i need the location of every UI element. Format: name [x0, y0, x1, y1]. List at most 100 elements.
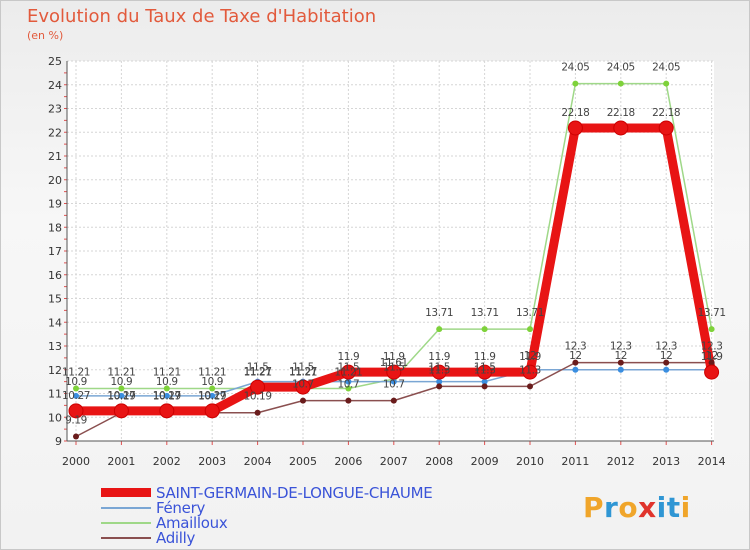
data-label: 24.05 [561, 62, 589, 74]
data-point [250, 379, 266, 395]
y-tick-label: 15 [48, 293, 62, 306]
data-label: 11.5 [292, 362, 314, 374]
data-point [617, 80, 624, 87]
data-label: 12.3 [610, 341, 632, 353]
data-point [295, 379, 311, 395]
data-point [390, 397, 397, 404]
data-point [572, 80, 579, 87]
y-tick-label: 20 [48, 174, 62, 187]
data-label: 11.9 [701, 351, 723, 363]
data-point [663, 80, 670, 87]
legend-label: Fénery [156, 499, 206, 517]
data-label: 13.71 [516, 307, 544, 319]
x-tick-label: 2011 [561, 455, 589, 468]
data-label: 24.05 [607, 62, 635, 74]
data-label: 12 [705, 350, 718, 362]
data-label: 11.3 [519, 364, 541, 376]
data-point [663, 366, 670, 373]
data-label: 11.21 [334, 367, 362, 379]
legend-label: SAINT-GERMAIN-DE-LONGUE-CHAUME [156, 484, 433, 502]
data-label: 10.7 [338, 379, 360, 391]
x-tick-label: 2009 [471, 455, 499, 468]
data-point [73, 385, 79, 392]
x-tick-label: 2007 [380, 455, 408, 468]
data-label: 10.9 [111, 376, 133, 388]
data-point [708, 326, 715, 333]
data-point [209, 392, 216, 399]
data-label: 13.71 [698, 307, 726, 319]
data-point [118, 392, 125, 399]
data-point [527, 326, 533, 333]
logo-letter: x [638, 491, 657, 524]
data-point [617, 359, 624, 366]
x-tick-label: 2014 [698, 455, 726, 468]
data-label: 11.5 [247, 362, 269, 374]
data-label: 11.5 [428, 362, 450, 374]
line-chart: 9 10 11 12 13 14 15 16 17 18 19 20 21 22 23 24 25 2000 200… [48, 55, 726, 468]
x-tick-label: 2005 [289, 455, 317, 468]
data-label: 12.3 [565, 341, 587, 353]
data-label: 12.3 [655, 341, 677, 353]
axes: 9 10 11 12 13 14 15 16 17 18 19 20 21 22 23 24 25 2000 200… [48, 55, 726, 468]
data-point [436, 378, 443, 385]
y-tick-label: 9 [55, 435, 62, 448]
data-point [436, 383, 443, 390]
data-label: 10.7 [383, 379, 405, 391]
data-point [567, 120, 583, 136]
data-point [481, 383, 488, 390]
data-point [300, 397, 306, 404]
y-tick-label: 13 [48, 340, 62, 353]
data-label: 11.27 [244, 366, 272, 378]
data-point [345, 385, 352, 392]
chart-subtitle: (en %) [27, 29, 64, 42]
data-point [254, 409, 261, 416]
y-tick-label: 19 [48, 198, 62, 211]
legend-label: Adilly [156, 529, 196, 547]
data-point [340, 364, 356, 380]
data-label: 10.27 [107, 390, 135, 402]
data-label: 24.05 [652, 62, 680, 74]
data-label: 10.27 [62, 390, 90, 402]
data-point [163, 392, 170, 399]
data-point [345, 397, 352, 404]
y-tick-label: 12 [48, 364, 62, 377]
y-tick-label: 25 [48, 55, 62, 68]
logo-letter: r [604, 491, 619, 524]
data-label: 13.71 [471, 307, 499, 319]
data-label: 11.9 [474, 351, 496, 363]
data-label: 9.19 [65, 414, 87, 426]
data-label: 11.9 [338, 351, 360, 363]
y-tick-label: 21 [48, 150, 62, 163]
legend-swatch [101, 488, 151, 497]
data-label: 11.5 [383, 362, 405, 374]
data-label: 10.9 [156, 376, 178, 388]
data-label: 11.5 [338, 362, 360, 374]
x-tick-label: 2008 [425, 455, 453, 468]
data-label: 22.18 [652, 107, 680, 119]
markers [68, 80, 720, 440]
logo-letter: i [680, 491, 691, 524]
x-tick-label: 2013 [652, 455, 680, 468]
x-tick-label: 2003 [198, 455, 226, 468]
data-point [481, 378, 488, 385]
data-label: 12 [569, 350, 582, 362]
x-tick-label: 2000 [62, 455, 90, 468]
data-label: 12.3 [701, 341, 723, 353]
data-label: 11.27 [289, 366, 317, 378]
data-point [209, 385, 216, 392]
data-point [73, 392, 79, 399]
data-point [159, 403, 175, 419]
data-point [708, 359, 715, 366]
data-point [617, 366, 624, 373]
data-label: 11.21 [62, 367, 90, 379]
data-label: 11.5 [474, 362, 496, 374]
data-point [572, 359, 579, 366]
data-point [704, 364, 720, 380]
legend-swatch [101, 537, 151, 539]
data-label: 10.9 [65, 376, 87, 388]
data-point [163, 385, 170, 392]
data-label: 10.19 [198, 391, 226, 403]
chart-title: Evolution du Taux de Taxe d'Habitation [27, 6, 377, 27]
data-label: 13.71 [425, 307, 453, 319]
